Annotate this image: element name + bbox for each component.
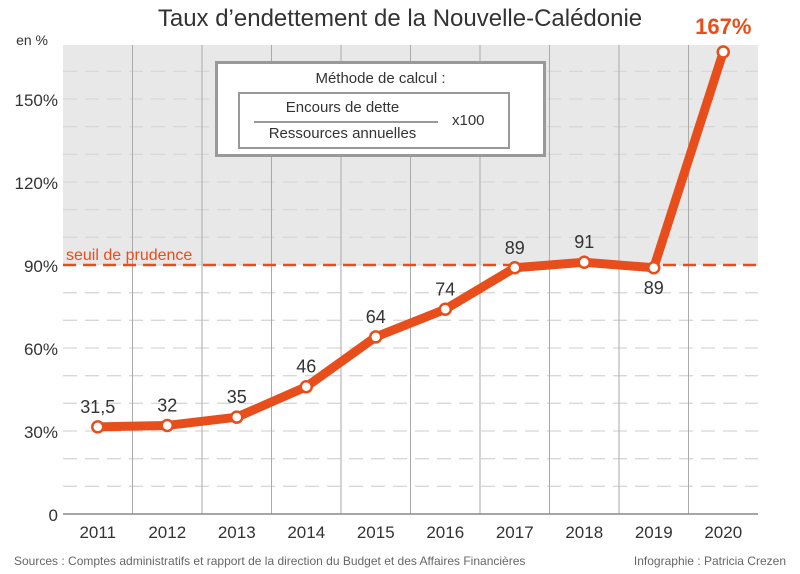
y-tick-label: 120% (15, 174, 58, 193)
data-point (301, 381, 312, 392)
formula-numerator: Encours de dette (240, 99, 445, 116)
formula-denominator: Ressources annuelles (240, 125, 445, 142)
data-point (579, 257, 590, 268)
data-label: 64 (366, 307, 386, 327)
y-tick-label: 150% (15, 91, 58, 110)
chart: Taux d’endettement de la Nouvelle-Calédo… (0, 0, 800, 574)
threshold-label: seuil de prudence (66, 247, 192, 264)
data-point (509, 262, 520, 273)
x-tick-label: 2012 (148, 523, 186, 542)
formula-box: Méthode de calcul : Encours de dette Res… (215, 61, 546, 157)
data-label: 32 (157, 395, 177, 415)
data-label: 89 (505, 238, 525, 258)
data-label: 46 (296, 357, 316, 377)
x-tick-label: 2011 (79, 523, 116, 542)
data-point (648, 262, 659, 273)
y-axis-label: en % (16, 32, 48, 48)
data-point (370, 331, 381, 342)
y-tick-label: 30% (24, 423, 58, 442)
x-tick-label: 2020 (704, 523, 742, 542)
formula-inner: Encours de dette Ressources annuelles x1… (238, 92, 510, 149)
data-point (440, 304, 451, 315)
data-label: 91 (574, 232, 594, 252)
data-label: 31,5 (80, 397, 115, 417)
formula-multiplier: x100 (452, 112, 485, 129)
x-tick-label: 2017 (496, 523, 534, 542)
data-point (718, 46, 729, 57)
y-tick-label: 0 (49, 506, 58, 525)
x-tick-label: 2013 (218, 523, 256, 542)
data-point (162, 420, 173, 431)
x-tick-label: 2019 (635, 523, 673, 542)
sources: Sources : Comptes administratifs et rapp… (14, 554, 525, 568)
x-tick-label: 2016 (426, 523, 464, 542)
credit: Infographie : Patricia Crezen (634, 554, 786, 568)
formula-title: Méthode de calcul : (218, 70, 543, 87)
x-tick-label: 2018 (565, 523, 603, 542)
data-point (231, 412, 242, 423)
x-tick-label: 2014 (287, 523, 325, 542)
y-tick-label: 60% (24, 340, 58, 359)
data-label: 89 (644, 278, 664, 298)
data-label: 74 (435, 279, 455, 299)
data-point (92, 421, 103, 432)
x-tick-label: 2015 (357, 523, 395, 542)
data-label: 167% (695, 14, 751, 39)
data-label: 35 (227, 387, 247, 407)
fraction-bar (254, 121, 438, 123)
chart-title: Taux d’endettement de la Nouvelle-Calédo… (158, 5, 642, 32)
y-tick-label: 90% (24, 257, 58, 276)
